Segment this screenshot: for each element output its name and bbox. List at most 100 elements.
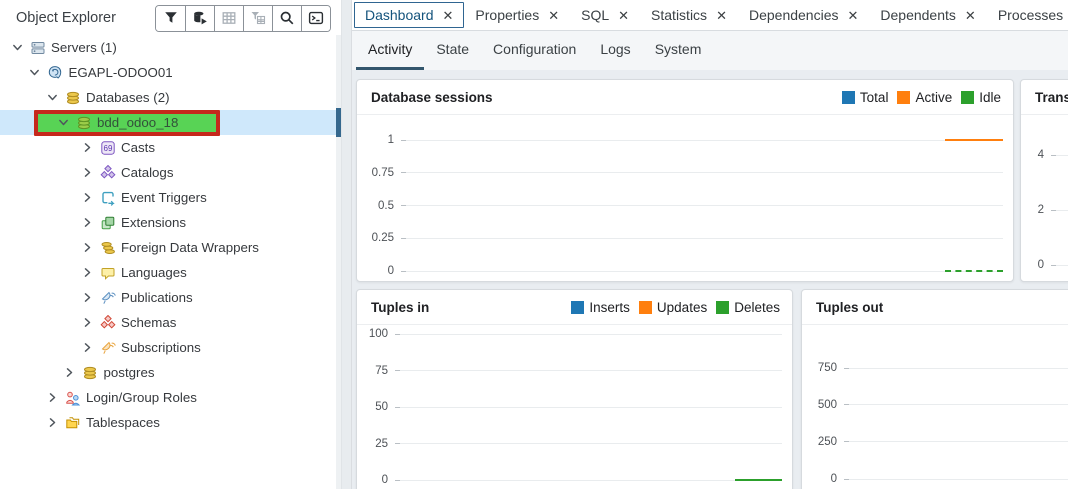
view-filtered-rows-button[interactable]	[243, 5, 272, 31]
sidebar-item-databases-2[interactable]: Databases (2)	[0, 85, 336, 110]
tab-bar: Dashboard ✕ Properties ✕ SQL ✕ Statistics ✕ Depe…	[352, 0, 1068, 31]
close-icon[interactable]: ✕	[964, 7, 976, 23]
y-tick: 750	[802, 362, 1068, 374]
chevron-right-icon[interactable]	[80, 216, 94, 230]
tree-scrollbar-thumb[interactable]	[336, 108, 341, 137]
close-icon[interactable]: ✕	[442, 7, 454, 23]
chevron-down-icon[interactable]	[45, 91, 59, 105]
sidebar-item-extensions[interactable]: Extensions	[0, 210, 336, 235]
object-explorer-title: Object Explorer	[16, 10, 116, 26]
database-green-icon	[75, 114, 92, 131]
chevron-down-icon[interactable]	[10, 41, 24, 55]
sidebar-item-label: Subscriptions	[121, 340, 201, 355]
sidebar-item-languages[interactable]: Languages	[0, 260, 336, 285]
subtab-configuration[interactable]: Configuration	[493, 41, 577, 57]
chevron-right-icon[interactable]	[80, 141, 94, 155]
gridline	[400, 406, 782, 408]
close-icon[interactable]: ✕	[548, 7, 560, 23]
chevron-right-icon[interactable]	[63, 366, 77, 380]
gridline	[400, 479, 782, 481]
chevron-right-icon[interactable]	[80, 316, 94, 330]
postgres-server-icon	[47, 64, 64, 81]
database-gold-icon	[82, 364, 99, 381]
y-tick-mark	[1051, 154, 1056, 156]
view-data-button[interactable]	[185, 5, 214, 31]
view-all-rows-icon	[221, 10, 237, 26]
sidebar-item-servers-1[interactable]: Servers (1)	[0, 35, 336, 60]
y-tick: 0	[1021, 259, 1068, 271]
legend-swatch	[841, 90, 855, 104]
subtab-activity[interactable]: Activity	[356, 31, 425, 70]
chevron-right-icon[interactable]	[80, 241, 94, 255]
close-icon[interactable]: ✕	[847, 7, 859, 23]
tab-dependents[interactable]: Dependents ✕	[869, 2, 986, 28]
sidebar-item-event-triggers[interactable]: Event Triggers	[0, 185, 336, 210]
gridline	[400, 370, 782, 371]
panel-splitter[interactable]	[341, 0, 352, 489]
filter-icon	[163, 10, 179, 26]
sidebar-item-tablespaces[interactable]: Tablespaces	[0, 410, 336, 435]
filter-button[interactable]	[156, 5, 185, 31]
legend-item-active: Active	[897, 90, 952, 105]
chevron-right-icon[interactable]	[80, 291, 94, 305]
transactions-chart: 4 2 0	[1021, 149, 1068, 271]
search-objects-button[interactable]	[272, 5, 301, 31]
panel-tuples-out: Tuples out 750 500 250 0	[801, 289, 1068, 489]
sidebar-item-postgres[interactable]: postgres	[0, 360, 336, 385]
view-all-rows-button[interactable]	[214, 5, 243, 31]
sidebar-item-subscriptions[interactable]: Subscriptions	[0, 335, 336, 360]
y-tick-mark	[401, 205, 406, 206]
gridline	[406, 237, 1003, 239]
chevron-right-icon[interactable]	[80, 166, 94, 180]
panel-transactions: Trans 4 2 0	[1020, 79, 1068, 282]
chevron-down-icon[interactable]	[28, 66, 42, 80]
chevron-right-icon[interactable]	[45, 391, 59, 405]
sidebar-item-bdd-odoo-18[interactable]: bdd_odoo_18	[0, 109, 336, 136]
gridline	[849, 478, 1068, 480]
legend: Total Active Idle	[841, 90, 1001, 105]
y-tick-label: 0	[387, 265, 394, 277]
psql-tool-button[interactable]	[301, 5, 330, 31]
tab-label: SQL	[581, 7, 610, 23]
chevron-right-icon[interactable]	[80, 191, 94, 205]
panel-database-sessions: Database sessions Total Active Idle 1 0.75 0…	[356, 79, 1014, 282]
tab-properties[interactable]: Properties ✕	[464, 2, 570, 28]
tab-sql[interactable]: SQL ✕	[570, 2, 640, 28]
databases-icon	[64, 89, 81, 106]
tab-processes[interactable]: Processes✕	[987, 2, 1068, 28]
dashboard-content: Database sessions Total Active Idle 1 0.75 0…	[352, 70, 1068, 489]
chevron-right-icon[interactable]	[45, 416, 59, 430]
sidebar-item-egapl-odoo01[interactable]: EGAPL-ODOO01	[0, 60, 336, 85]
y-tick-mark	[844, 367, 849, 369]
sidebar-item-login-group-roles[interactable]: Login/Group Roles	[0, 385, 336, 410]
extensions-icon	[99, 214, 116, 231]
sidebar-item-schemas[interactable]: Schemas	[0, 310, 336, 335]
tab-label: Properties	[475, 7, 540, 23]
tab-dashboard[interactable]: Dashboard ✕	[354, 2, 465, 28]
y-tick: 0.25	[357, 232, 1003, 244]
tree-scrollbar[interactable]	[336, 35, 341, 489]
chevron-right-icon[interactable]	[80, 341, 94, 355]
sidebar-item-publications[interactable]: Publications	[0, 285, 336, 310]
tab-statistics[interactable]: Statistics ✕	[640, 2, 738, 28]
chevron-right-icon[interactable]	[80, 266, 94, 280]
sidebar-item-casts[interactable]: 69 Casts	[0, 135, 336, 160]
legend-item-updates: Updates	[638, 300, 707, 315]
chevron-down-icon[interactable]	[56, 116, 70, 130]
close-icon[interactable]: ✕	[716, 7, 727, 23]
series-line-active	[944, 139, 1003, 141]
view-filtered-rows-icon	[250, 10, 266, 26]
sidebar-item-foreign-data-wrappers[interactable]: Foreign Data Wrappers	[0, 235, 336, 260]
y-tick: 0	[802, 473, 1068, 485]
fdw-icon	[99, 239, 116, 256]
sidebar-item-catalogs[interactable]: Catalogs	[0, 160, 336, 185]
close-icon[interactable]: ✕	[618, 7, 630, 23]
subtab-system[interactable]: System	[654, 41, 702, 57]
legend-item-deletes: Deletes	[716, 300, 780, 315]
object-explorer-tree: Servers (1) EGAPL-ODOO01 Databases (2) bdd_…	[0, 35, 336, 435]
y-tick-mark	[844, 478, 849, 480]
gridline	[406, 205, 1003, 206]
subtab-state[interactable]: State	[436, 41, 470, 57]
tab-dependencies[interactable]: Dependencies ✕	[738, 2, 869, 28]
subtab-logs[interactable]: Logs	[600, 41, 631, 57]
